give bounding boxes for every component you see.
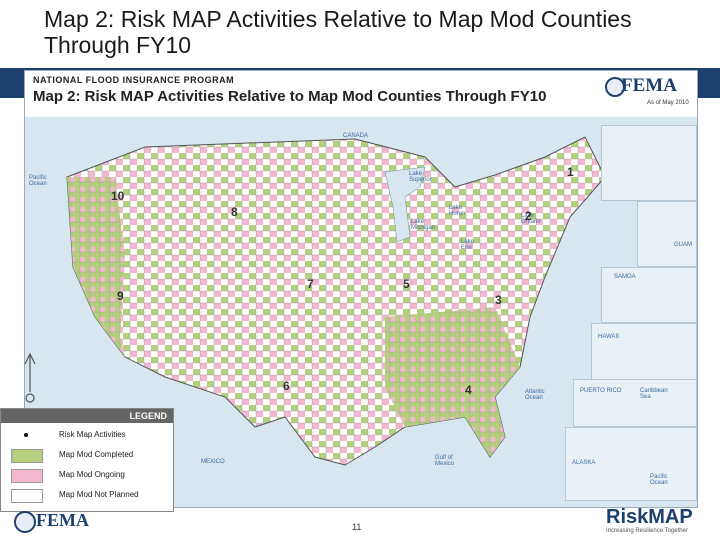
label-guam: GUAM [674,242,692,248]
slide-title: Map 2: Risk MAP Activities Relative to M… [44,6,632,58]
label-lake-huron: Lake Huron [449,205,466,217]
legend-title: LEGEND [1,409,173,423]
west-coast-fill [67,177,125,357]
region-label-2: 2 [525,209,532,223]
inset-northeast [601,125,697,201]
inset-guam: GUAM [637,201,697,267]
dhs-seal-icon [14,511,36,533]
flood-map: NATIONAL FLOOD INSURANCE PROGRAM Map 2: … [24,70,698,508]
inset-alaska: ALASKA Pacific Ocean [565,427,697,501]
inset-samoa: SAMOA [601,267,697,323]
label-caribbean-sea: Caribbean Sea [640,388,668,400]
great-lakes-shape [384,166,426,243]
label-mexico: MEXICO [201,459,225,465]
label-lake-erie: Lake Erie [461,239,475,251]
label-hawaii: HAWAII [598,334,619,340]
as-of-date: As of May 2010 [647,100,689,106]
label-lake-superior: Lake Superior [409,171,432,183]
legend-item-ongoing: Map Mod Ongoing [11,469,171,483]
label-lake-michigan: Lake Michigan [411,219,436,231]
legend-label: Map Mod Completed [59,450,134,459]
region-label-4: 4 [465,383,472,397]
label-samoa: SAMOA [614,274,636,280]
map-legend: LEGEND Risk Map Activities Map Mod Compl… [0,408,174,512]
legend-label: Risk Map Activities [59,430,126,439]
region-label-10: 10 [111,189,125,203]
us-map-graphic [66,136,606,466]
label-atlantic-ocean: Atlantic Ocean [525,389,545,401]
label-inset-pacific-ocean: Pacific Ocean [650,474,668,486]
region-label-9: 9 [117,289,124,303]
not-planned-swatch [11,489,43,503]
fema-map-logo: FEMA [621,75,677,96]
activity-dot-icon [24,433,28,437]
region-label-3: 3 [495,293,502,307]
inset-hawaii: HAWAII [591,323,697,381]
map-banner: NATIONAL FLOOD INSURANCE PROGRAM Map 2: … [25,71,697,117]
region-label-8: 8 [231,205,238,219]
region-label-6: 6 [283,379,290,393]
legend-label: Map Mod Ongoing [59,470,125,479]
legend-item-not-planned: Map Mod Not Planned [11,489,171,503]
region-label-7: 7 [307,277,314,291]
riskmap-tagline: Increasing Resilience Together [606,528,688,534]
north-arrow-icon [24,352,36,403]
label-gulf-of-mexico: Gulf of Mexico [435,455,455,467]
ongoing-swatch [11,469,43,483]
page-number: 11 [352,522,362,532]
program-name: NATIONAL FLOOD INSURANCE PROGRAM [33,75,235,85]
fema-logo: FEMA [36,510,89,530]
label-puerto-rico: PUERTO RICO [580,388,622,394]
region-label-5: 5 [403,277,410,291]
legend-label: Map Mod Not Planned [59,490,139,499]
riskmap-logo: RiskMAP [606,506,693,528]
southeast-region-fill [385,307,520,457]
label-alaska: ALASKA [572,460,596,466]
label-pacific-ocean: Pacific Ocean [29,175,47,187]
completed-swatch [11,449,43,463]
legend-item-risk-map-activities: Risk Map Activities [11,429,171,443]
map-title: Map 2: Risk MAP Activities Relative to M… [33,88,547,105]
inset-puerto-rico: PUERTO RICO Caribbean Sea [573,379,697,427]
region-label-1: 1 [567,165,574,179]
dhs-seal-icon [605,77,625,97]
label-lake-ontario: Lake Ontario [521,213,541,225]
legend-item-completed: Map Mod Completed [11,449,171,463]
label-canada: CANADA [343,133,369,139]
